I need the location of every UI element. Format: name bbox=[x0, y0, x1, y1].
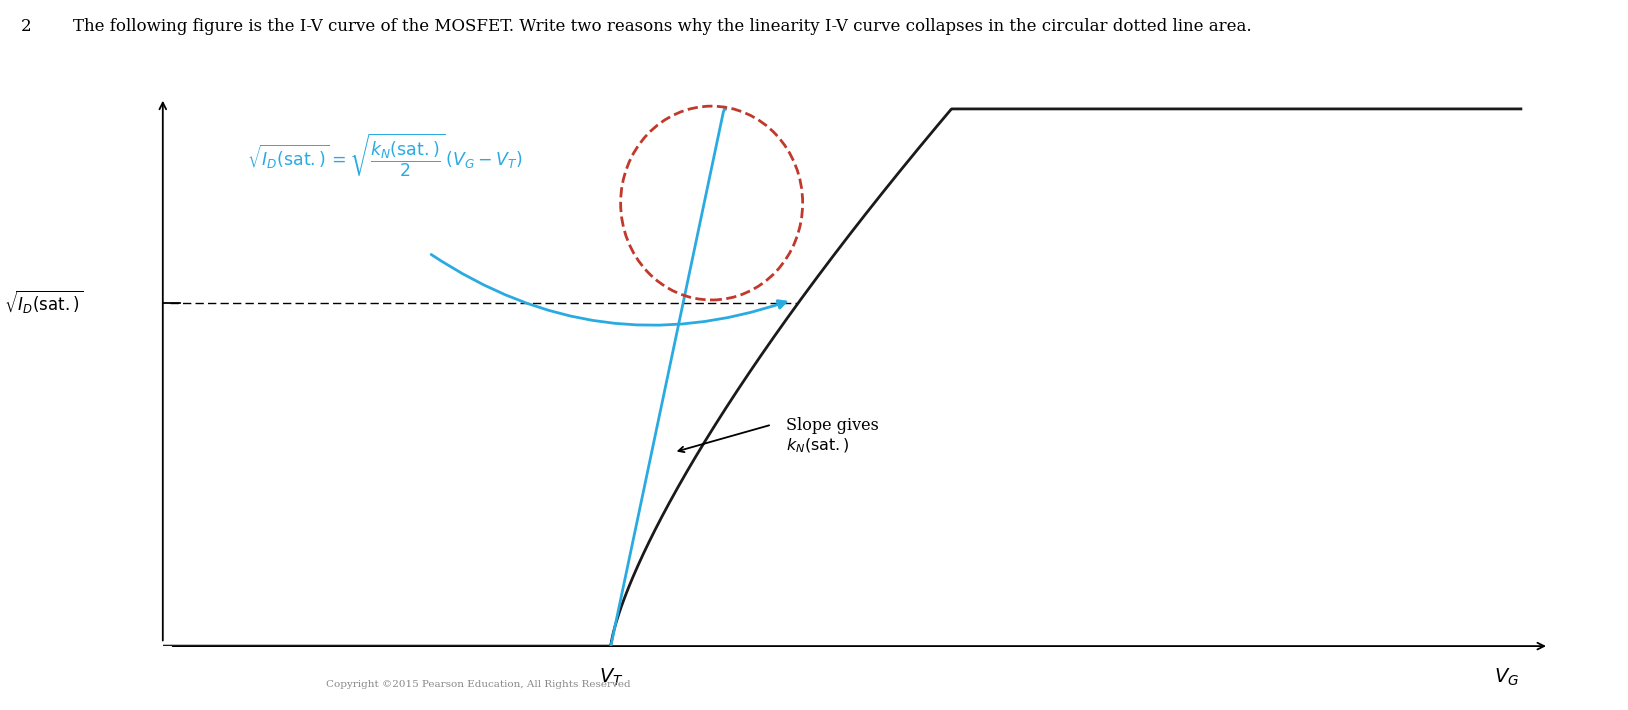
Text: $V_T$: $V_T$ bbox=[599, 667, 624, 689]
Text: $\sqrt{I_D\mathrm{(sat.)}}$: $\sqrt{I_D\mathrm{(sat.)}}$ bbox=[5, 289, 83, 316]
Text: $V_G$: $V_G$ bbox=[1495, 667, 1519, 689]
Text: Copyright ©2015 Pearson Education, All Rights Reserved: Copyright ©2015 Pearson Education, All R… bbox=[326, 679, 630, 689]
Text: 2: 2 bbox=[21, 18, 33, 35]
Text: Slope gives
$k_N\mathrm{(sat.)}$: Slope gives $k_N\mathrm{(sat.)}$ bbox=[786, 417, 879, 454]
Text: The following figure is the I-V curve of the MOSFET. Write two reasons why the l: The following figure is the I-V curve of… bbox=[73, 18, 1252, 35]
Text: $\sqrt{I_D\mathrm{(sat.)}} = \sqrt{\dfrac{k_N\mathrm{(sat.)}}{2}}\,(V_G - V_T)$: $\sqrt{I_D\mathrm{(sat.)}} = \sqrt{\dfra… bbox=[247, 131, 523, 179]
